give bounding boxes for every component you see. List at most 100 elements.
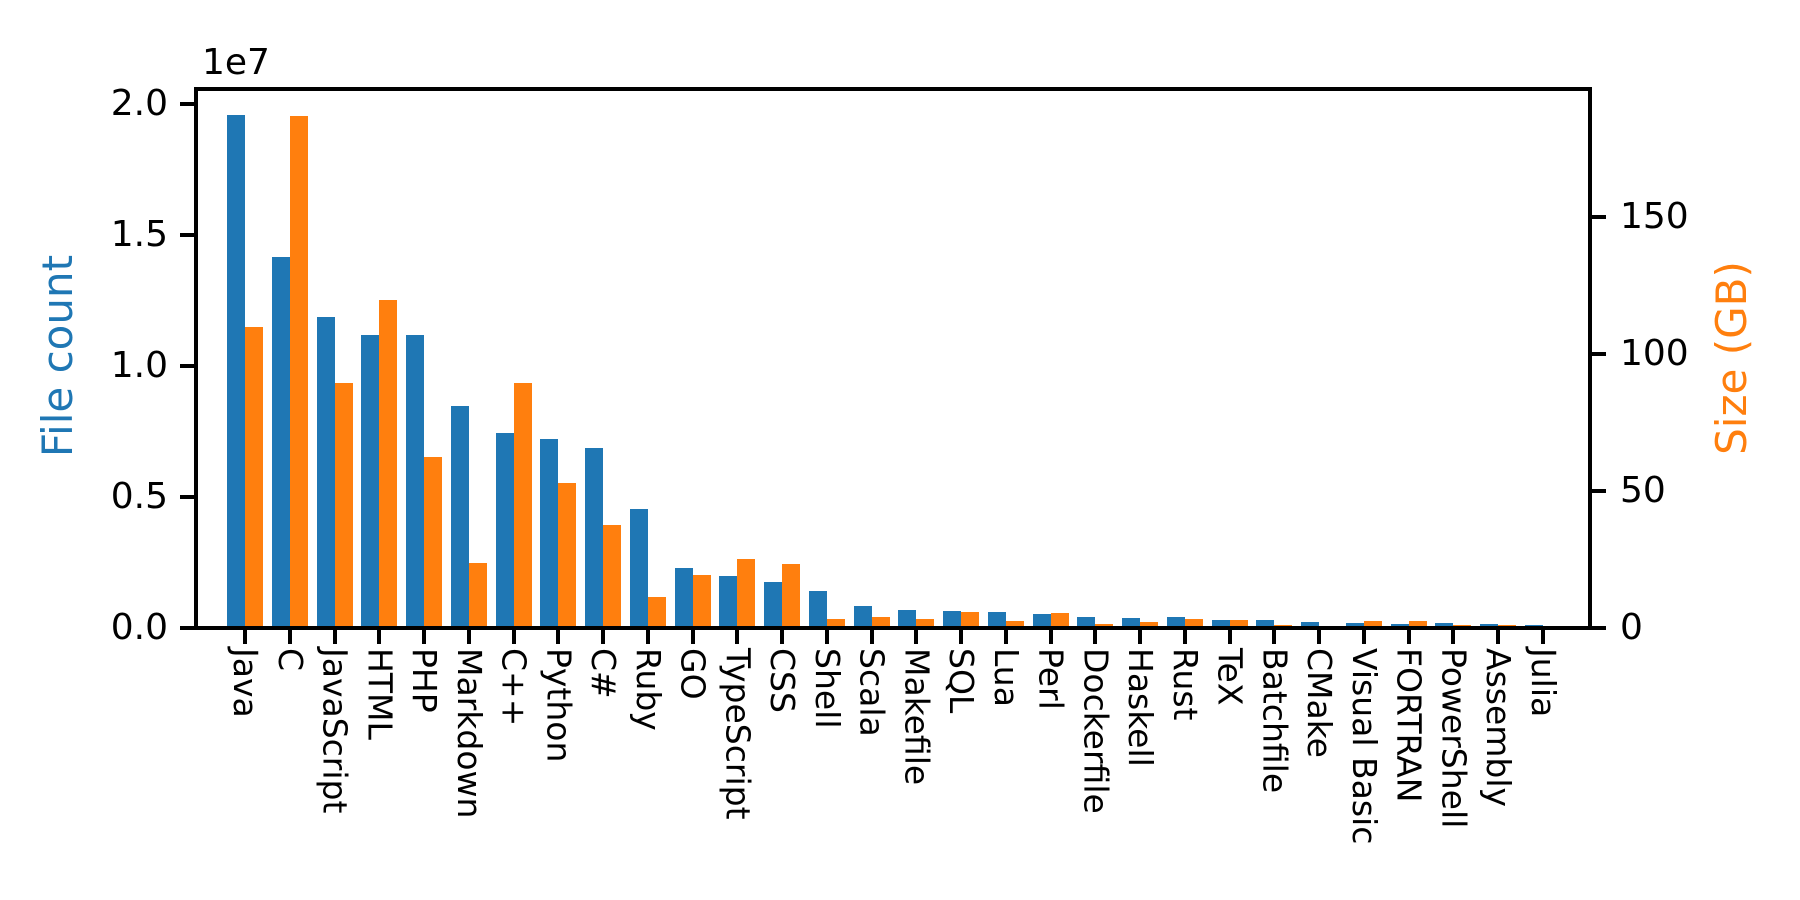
right-tick-label-50: 50 (1620, 469, 1666, 511)
x-tick-label-c: C# (584, 648, 623, 699)
left-tick-label-1.0: 1.0 (110, 345, 168, 386)
bar-file-count-typescript (719, 576, 738, 626)
plot-area (198, 91, 1588, 626)
bar-file-count-batchfile (1256, 620, 1275, 626)
bar-size-gb-lua (1005, 620, 1024, 626)
bar-file-count-dockerfile (1077, 617, 1096, 626)
x-tick-rust (1182, 630, 1187, 644)
bar-size-gb-javascript (334, 383, 353, 626)
bar-size-gb-tex (1229, 619, 1248, 626)
bar-file-count-assembly (1480, 623, 1498, 626)
x-tick-visual-basic (1361, 630, 1366, 644)
x-tick-go (690, 630, 695, 644)
x-tick-julia (1540, 630, 1545, 644)
x-tick-html (377, 630, 382, 644)
bar-file-count-ruby (629, 509, 648, 626)
bar-file-count-haskell (1122, 617, 1140, 626)
bar-size-gb-java (245, 326, 263, 626)
bar-size-gb-scala (871, 616, 890, 626)
bar-size-gb-visual-basic (1363, 621, 1382, 626)
x-tick-label-cmake: CMake (1300, 648, 1339, 758)
bar-file-count-java (227, 115, 245, 626)
x-tick-label-lua: Lua (986, 648, 1026, 707)
x-tick-label-tex: TeX (1210, 648, 1250, 706)
right-spine (1588, 87, 1592, 630)
x-tick-css (780, 630, 784, 644)
x-tick-label-dockerfile: Dockerfile (1076, 648, 1116, 814)
left-tick-label-2.0: 2.0 (110, 83, 168, 124)
x-tick-label-go: GO (673, 648, 713, 700)
x-tick-label-visual-basic: Visual Basic (1344, 648, 1384, 845)
x-tick-javascript (332, 630, 337, 644)
x-tick-batchfile (1272, 630, 1277, 644)
bar-file-count-sql (943, 610, 961, 626)
x-tick-label-c: C (270, 648, 310, 672)
right-tick-50 (1592, 488, 1606, 493)
x-tick-perl (1048, 630, 1053, 644)
bar-file-count-c (495, 433, 514, 626)
bar-size-gb-perl (1050, 613, 1069, 626)
bar-size-gb-cmake (1319, 625, 1337, 626)
x-tick-label-powershell: PowerShell (1434, 648, 1474, 829)
bar-file-count-css (764, 581, 782, 626)
bar-file-count-c (585, 447, 603, 626)
left-tick-label-1.5: 1.5 (110, 214, 168, 255)
bar-file-count-javascript (316, 316, 335, 626)
x-tick-label-rust: Rust (1165, 648, 1205, 721)
bar-file-count-powershell (1435, 622, 1454, 626)
bar-file-count-tex (1211, 619, 1230, 626)
left-axis-offset-label: 1e7 (202, 42, 270, 83)
bar-size-gb-c (513, 383, 532, 626)
x-tick-label-assembly: Assembly (1479, 648, 1518, 808)
right-tick-label-100: 100 (1620, 332, 1689, 374)
bar-file-count-scala (853, 606, 872, 626)
x-tick-label-markdown: Markdown (449, 648, 489, 819)
right-tick-label-150: 150 (1620, 195, 1689, 237)
bar-size-gb-c (603, 524, 621, 626)
bar-file-count-fortran (1390, 623, 1409, 626)
bar-size-gb-batchfile (1274, 625, 1293, 626)
x-tick-powershell (1451, 630, 1456, 644)
x-tick-label-makefile: Makefile (897, 648, 937, 786)
right-tick-0 (1592, 626, 1606, 630)
x-tick-c (511, 630, 516, 644)
bar-size-gb-typescript (737, 558, 756, 626)
x-tick-label-sql: SQL (942, 648, 981, 714)
bar-size-gb-rust (1184, 618, 1203, 626)
x-tick-label-typescript: TypeScript (718, 648, 758, 820)
x-tick-label-perl: Perl (1031, 648, 1071, 710)
bar-size-gb-powershell (1453, 624, 1472, 626)
bar-file-count-markdown (450, 405, 469, 626)
right-tick-label-0: 0 (1620, 607, 1643, 648)
bar-file-count-makefile (898, 610, 917, 626)
left-tick-0.5 (180, 495, 194, 499)
bar-size-gb-haskell (1140, 621, 1158, 626)
x-tick-typescript (735, 630, 740, 644)
x-tick-sql (959, 630, 963, 644)
bar-file-count-lua (987, 611, 1006, 626)
x-tick-scala (869, 630, 874, 644)
x-tick-c (601, 630, 605, 644)
bar-size-gb-php (424, 457, 442, 626)
left-tick-label-0.0: 0.0 (110, 607, 168, 648)
x-tick-dockerfile (1093, 630, 1098, 644)
bar-size-gb-makefile (916, 619, 935, 626)
left-tick-2.0 (180, 102, 194, 106)
bar-size-gb-assembly (1498, 624, 1516, 626)
left-tick-label-0.5: 0.5 (110, 476, 168, 517)
x-tick-label-html: HTML (360, 648, 400, 740)
x-tick-assembly (1496, 630, 1500, 644)
x-tick-python (556, 630, 561, 644)
x-tick-label-batchfile: Batchfile (1255, 648, 1295, 794)
right-tick-150 (1592, 214, 1606, 219)
x-tick-label-php: PHP (405, 648, 444, 713)
x-tick-makefile (914, 630, 919, 644)
x-tick-php (422, 630, 426, 644)
right-tick-100 (1592, 351, 1606, 356)
bar-file-count-perl (1032, 613, 1051, 626)
top-spine (194, 87, 1592, 91)
x-tick-label-julia: Julia (1523, 648, 1563, 718)
x-tick-ruby (645, 630, 650, 644)
bar-file-count-rust (1166, 617, 1185, 626)
left-tick-1.0 (180, 364, 194, 368)
